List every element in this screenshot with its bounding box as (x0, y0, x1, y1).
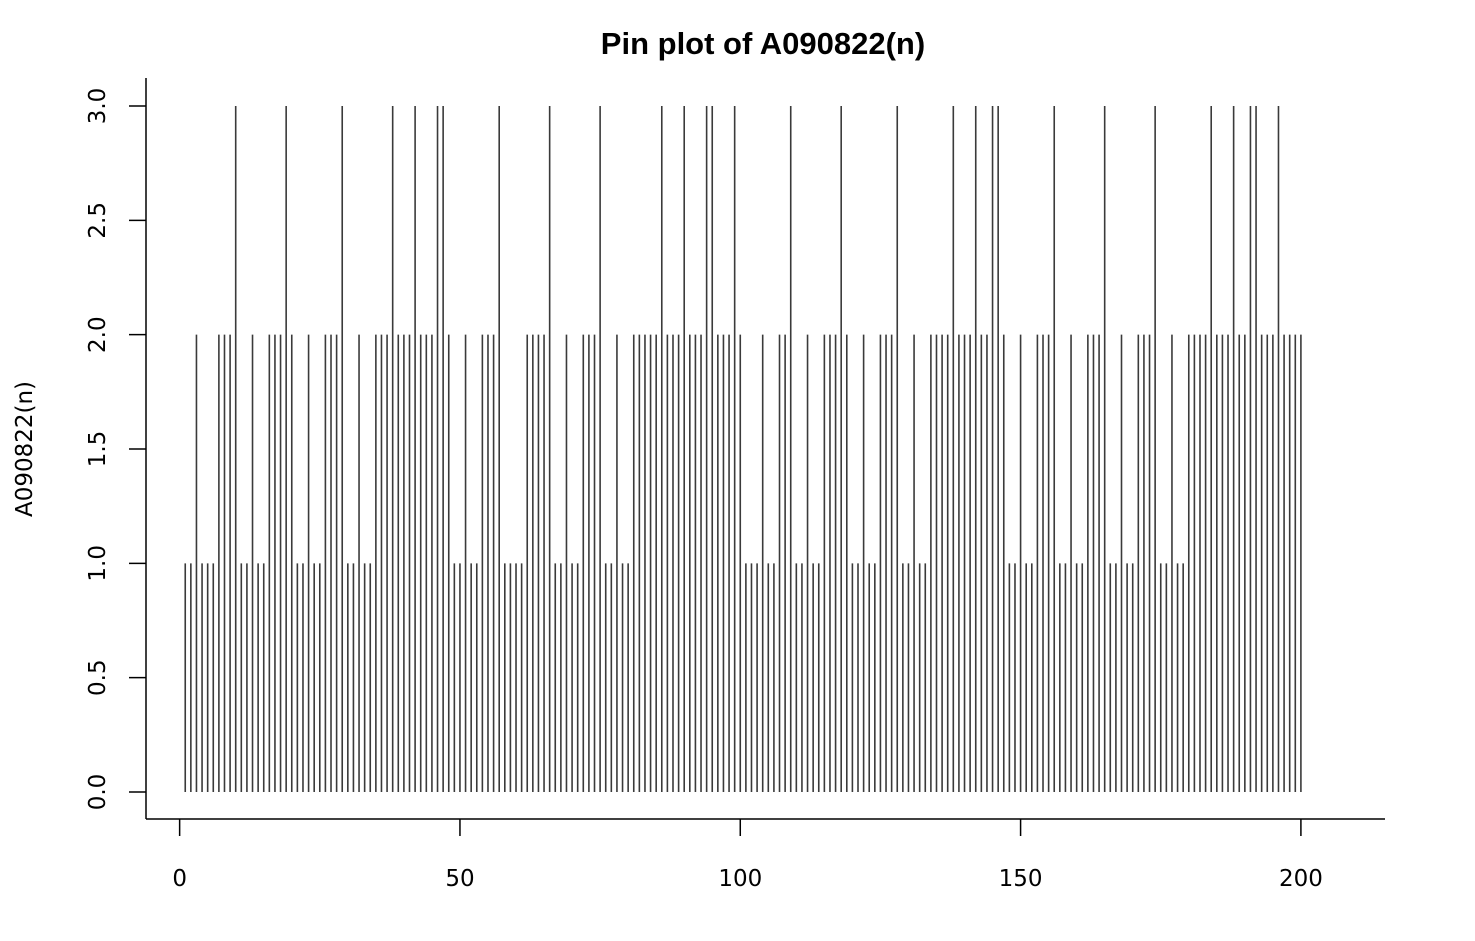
y-tick-label: 0.5 (85, 659, 111, 696)
y-tick-label: 1.5 (85, 431, 111, 468)
y-tick-label: 1.0 (85, 545, 111, 582)
y-tick-label: 2.5 (85, 202, 111, 239)
x-tick-label: 100 (718, 866, 762, 892)
y-axis: 0.0 0.5 1.0 1.5 2.0 2.5 3.0 (85, 88, 146, 811)
x-axis: 0 50 100 150 200 (172, 819, 1323, 892)
y-tick-label: 2.0 (85, 316, 111, 353)
x-tick-label: 0 (172, 866, 187, 892)
x-tick-label: 50 (445, 866, 474, 892)
pins-layer (184, 106, 1302, 792)
y-axis-label: A090822(n) (12, 381, 38, 517)
x-tick-label: 150 (999, 866, 1043, 892)
y-tick-label: 3.0 (85, 88, 111, 125)
chart-title: Pin plot of A090822(n) (601, 26, 925, 61)
y-tick-label: 0.0 (85, 774, 111, 811)
x-tick-label: 200 (1279, 866, 1323, 892)
